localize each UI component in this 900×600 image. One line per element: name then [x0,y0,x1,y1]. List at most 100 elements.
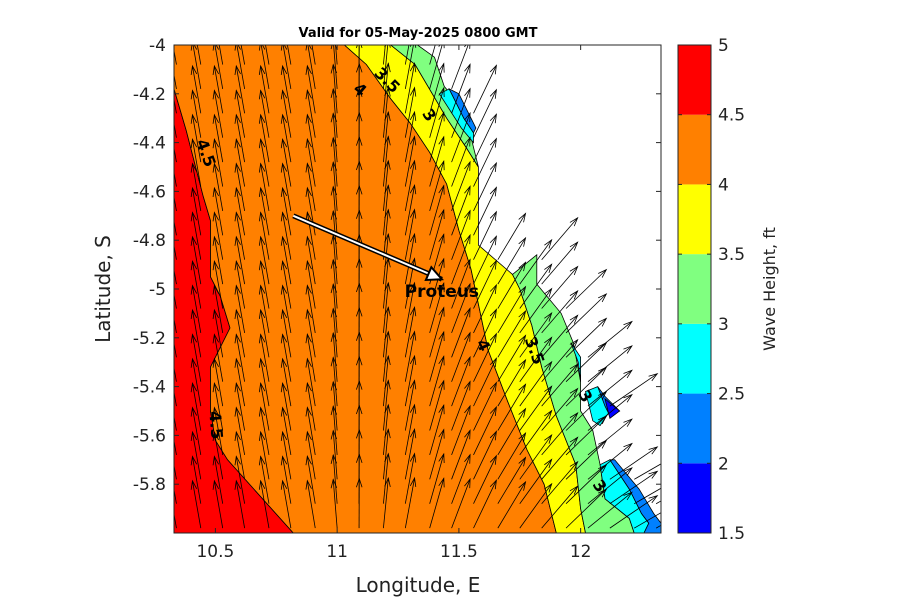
wave-vector [305,308,316,358]
contour-label: 4.5 [205,410,226,440]
wave-vector [497,236,527,285]
wave-vector [305,381,316,431]
wave-vector [174,97,177,114]
x-axis-label: Longitude, E [356,573,481,597]
wave-vector [497,334,527,382]
wave-vector [287,45,292,65]
wave-vector [234,308,246,358]
wave-vector [451,429,471,480]
y-tick-label: -4.2 [133,85,166,105]
wave-vector [541,290,579,334]
wave-vector [258,381,270,431]
wave-vector [190,406,202,455]
colorbar-tick-label: 3.5 [718,245,745,265]
wave-vector [565,317,608,358]
x-tick-label: 10.5 [196,542,234,562]
wave-vector [541,338,579,382]
wave-vector [305,186,316,236]
wave-vector [174,512,177,529]
wave-vector [258,113,270,163]
wave-vector [196,45,202,65]
wave-vector [174,438,177,455]
wave-vector [541,314,579,358]
wave-vector [429,403,445,456]
wave-vector [212,479,224,529]
wave-vector [451,160,471,212]
wave-vector [258,64,270,114]
wave-vector [565,463,608,505]
wave-vector [429,306,445,358]
wave-vector [519,287,553,334]
wave-vector [451,45,471,90]
wave-vector [305,284,316,333]
wave-vector [280,162,292,211]
wave-vector [497,383,527,431]
wave-vector [258,308,270,358]
wave-vector [174,292,177,309]
wave-vector [519,482,553,529]
wave-vector [473,479,497,529]
colorbar-segment [678,45,711,115]
wave-vector [383,45,386,65]
wave-vector [497,456,527,504]
wave-vector [258,186,270,236]
wave-vector [383,110,391,163]
wave-vector [265,45,270,65]
wave-vector [473,405,497,456]
wave-vector [330,405,338,455]
ship-track: Proteus [292,213,479,302]
colorbar-tick-label: 5 [718,36,729,56]
wave-vector [473,186,497,236]
wave-vector [383,281,391,333]
wave-vector [634,463,661,480]
wave-vector [404,403,417,455]
wave-vector [330,429,338,480]
wave-vector [473,430,497,480]
wave-vector [519,238,553,285]
colorbar-tick-label: 4 [718,175,729,195]
wave-vector [280,45,292,89]
wave-vector [587,467,633,505]
wave-vector [305,259,316,309]
wave-vector [565,488,608,529]
wave-vector [565,415,608,456]
wave-vector [383,135,391,187]
wave-vector [174,487,177,504]
y-tick-label: -4.8 [133,231,166,251]
wave-vector [541,436,579,480]
wave-vector [429,62,445,114]
wave-vector [383,184,391,236]
ship-label: Proteus [405,282,479,302]
wave-vector [383,452,391,504]
wave-vector [305,162,316,211]
wave-vector [280,64,292,114]
wave-vector [330,356,338,407]
wave-vector [190,137,202,187]
wave-vector [541,485,579,529]
x-tick-label: 11 [326,542,348,562]
wave-vector [330,136,338,187]
wave-vector [565,268,608,309]
wave-vector [565,390,608,431]
wave-vector [212,137,224,187]
wave-vector [174,268,177,285]
wave-vector [258,45,270,89]
colorbar-segment [678,184,711,255]
wave-vector [190,357,202,407]
wave-vector [541,241,579,285]
wave-vector [258,259,270,309]
wave-vector [330,63,338,114]
wave-vector [190,64,202,114]
ship-track-line [292,214,443,281]
wave-vector [429,330,445,382]
wave-vector [356,477,363,529]
wave-vector [258,455,270,504]
wave-vector [212,455,224,504]
y-axis-label: Latitude, S [91,235,115,343]
wave-vector [497,358,527,407]
wave-vector [473,64,497,114]
wave-vector [258,162,270,211]
wave-vector [451,331,471,382]
wave-vector [404,452,417,504]
